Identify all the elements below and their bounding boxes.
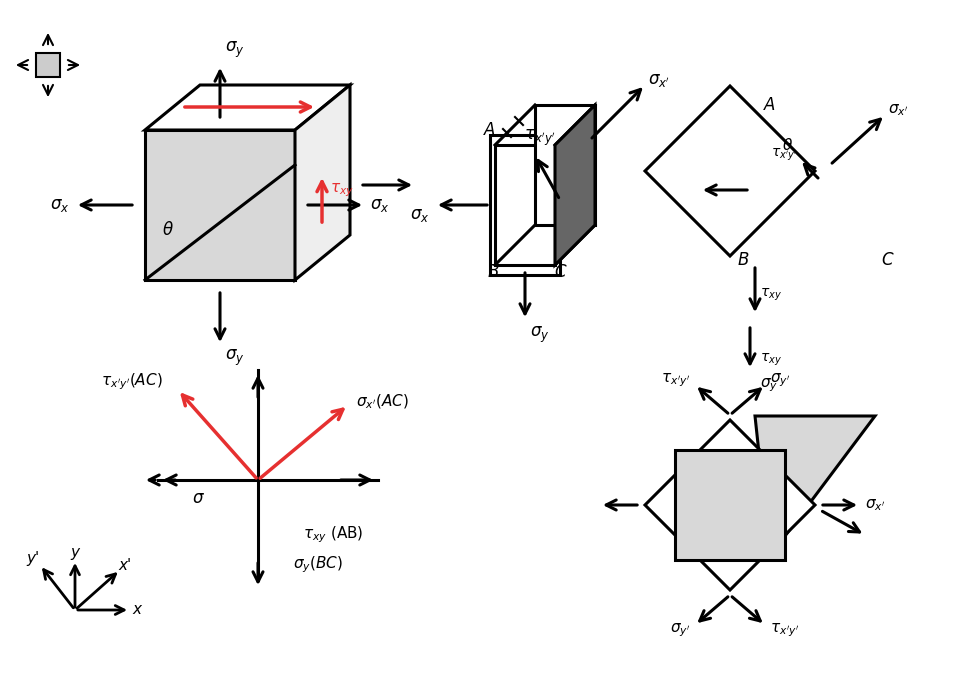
Text: x': x' <box>118 558 132 573</box>
Text: $\sigma_{y'}$: $\sigma_{y'}$ <box>770 371 790 389</box>
Text: $\sigma_x$: $\sigma_x$ <box>370 196 390 214</box>
Text: C: C <box>881 251 893 269</box>
Text: $\sigma_y$: $\sigma_y$ <box>760 377 778 394</box>
Polygon shape <box>645 86 815 256</box>
Text: $\tau_{xy}$: $\tau_{xy}$ <box>330 181 354 199</box>
Text: $\tau_{x'y'}$: $\tau_{x'y'}$ <box>771 147 798 163</box>
Text: $\tau_{x'y'}(AC)$: $\tau_{x'y'}(AC)$ <box>102 372 163 392</box>
Text: $\sigma_y$: $\sigma_y$ <box>530 325 549 345</box>
Text: $\sigma$: $\sigma$ <box>192 489 204 507</box>
Text: B: B <box>737 251 749 269</box>
Text: $\sigma_y$: $\sigma_y$ <box>225 40 245 60</box>
Text: $\tau_{x'y'}$: $\tau_{x'y'}$ <box>660 371 690 389</box>
Text: $\tau_{x'y'}$: $\tau_{x'y'}$ <box>524 128 556 148</box>
Text: $\sigma_x$: $\sigma_x$ <box>51 196 70 214</box>
Polygon shape <box>755 416 875 556</box>
Polygon shape <box>295 85 350 280</box>
Text: $\sigma_x$: $\sigma_x$ <box>411 206 430 224</box>
Polygon shape <box>645 420 815 590</box>
Text: $\sigma_{x'}$: $\sigma_{x'}$ <box>648 71 670 89</box>
Text: y: y <box>70 544 80 560</box>
Text: $\sigma_{x'}$: $\sigma_{x'}$ <box>888 102 908 118</box>
Text: $\sigma_{x'}$: $\sigma_{x'}$ <box>865 497 885 513</box>
Text: $\sigma_{x'}(AC)$: $\sigma_{x'}(AC)$ <box>356 393 409 411</box>
Polygon shape <box>145 85 350 130</box>
Text: A: A <box>764 96 776 114</box>
Text: $\sigma_{y'}$: $\sigma_{y'}$ <box>669 621 690 639</box>
Polygon shape <box>145 130 295 280</box>
Text: $\theta$: $\theta$ <box>162 221 174 239</box>
Polygon shape <box>495 145 555 265</box>
Polygon shape <box>675 450 785 560</box>
Text: B: B <box>488 263 498 281</box>
Text: y': y' <box>26 550 39 566</box>
Polygon shape <box>555 105 595 265</box>
Text: $\tau_{x'y'}$: $\tau_{x'y'}$ <box>770 621 799 639</box>
Polygon shape <box>490 135 560 275</box>
Text: x: x <box>132 602 141 617</box>
Polygon shape <box>36 53 60 77</box>
Text: $\sigma_y(BC)$: $\sigma_y(BC)$ <box>293 555 343 575</box>
Text: $\tau_{xy}$ (AB): $\tau_{xy}$ (AB) <box>303 525 364 546</box>
Text: $\tau_{xy}$: $\tau_{xy}$ <box>760 287 782 303</box>
Text: $\tau_{xy}$: $\tau_{xy}$ <box>760 352 782 368</box>
Polygon shape <box>535 105 595 225</box>
Text: $\theta$: $\theta$ <box>782 137 793 153</box>
Text: C: C <box>554 263 565 281</box>
Text: $\sigma_y$: $\sigma_y$ <box>225 348 245 368</box>
Text: A: A <box>484 121 495 139</box>
